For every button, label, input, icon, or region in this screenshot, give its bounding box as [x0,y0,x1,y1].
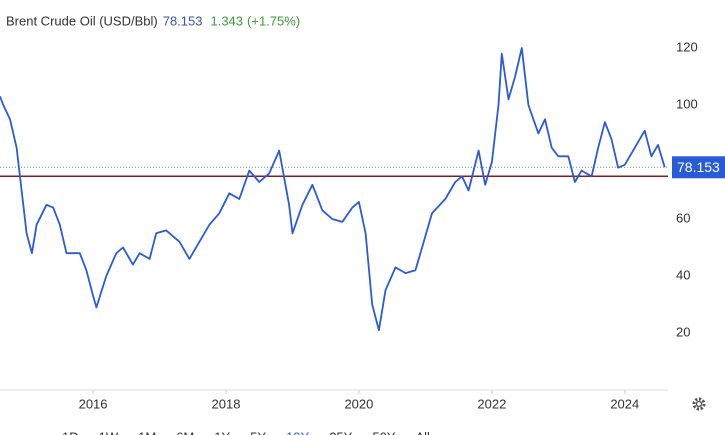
x-tick-label: 2016 [79,396,108,411]
price: 78.153 [163,13,203,28]
y-tick-label: 120 [676,39,698,54]
x-tick-label: 2022 [477,396,506,411]
x-tick-label: 2024 [610,396,639,411]
change: 1.343 [210,13,243,28]
price-line-series [0,47,666,331]
y-tick-label: 20 [676,324,690,339]
y-tick-label: 100 [676,96,698,111]
range-button[interactable]: 25Y [329,429,352,435]
range-button[interactable]: 1D [62,429,79,435]
y-tick-label: 60 [676,210,690,225]
range-button[interactable]: 50Y [372,429,395,435]
change-percent: (+1.75%) [247,13,300,28]
chart-title: Brent Crude Oil (USD/Bbl) [6,13,158,28]
range-button[interactable]: 5Y [250,429,266,435]
range-button[interactable]: 1W [99,429,119,435]
range-button[interactable]: 1Y [214,429,230,435]
settings-icon[interactable] [692,397,706,411]
x-tick-label: 2020 [344,396,373,411]
x-tick-label: 2018 [212,396,241,411]
price-badge-label: 78.153 [677,159,720,175]
price-badge [672,156,725,179]
range-button[interactable]: All [415,429,430,435]
y-tick-label: 40 [676,267,690,282]
range-button[interactable]: 6M [176,429,194,435]
range-button[interactable]: 1M [138,429,156,435]
range-button[interactable]: 10Y [286,429,309,435]
